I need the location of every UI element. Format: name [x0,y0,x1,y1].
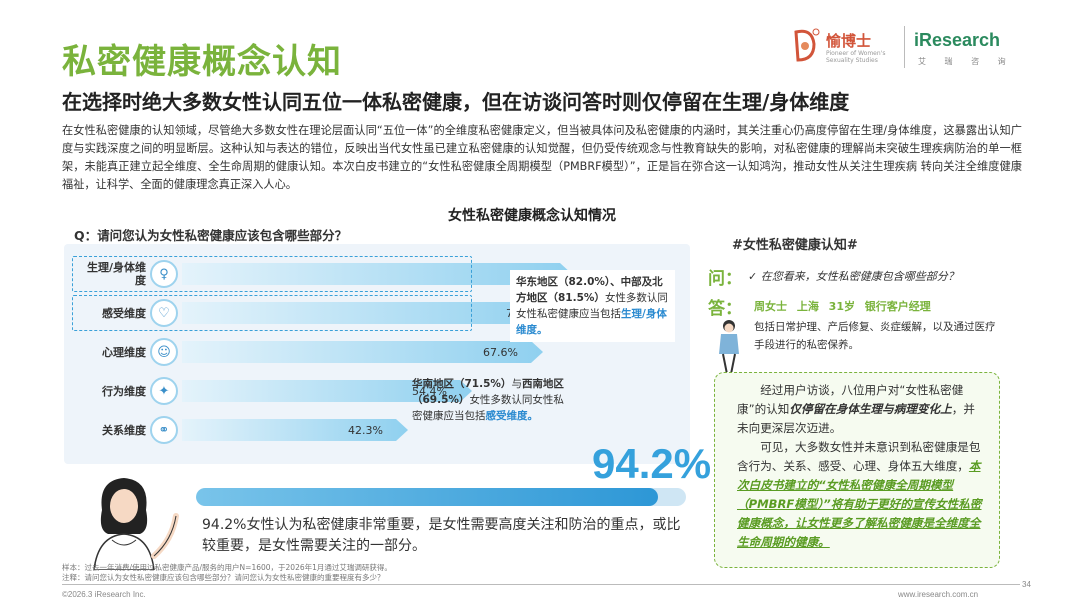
bar [182,380,472,402]
page-number: 34 [1022,580,1031,589]
person-icon: ✦ [150,377,178,405]
copyright: ©2026.3 iResearch Inc. [62,590,146,599]
yuboshi-logo-tagline: Pioneer of Women's Sexuality Studies [826,50,886,64]
survey-question: Q：请问您认为女性私密健康应该包含哪些部分？ [74,228,348,243]
conclusion-box: 经过用户访谈，八位用户对“女性私密健康”的认知仅停留在身体生理与病理变化上，并未… [714,372,1000,568]
footnote-sample: 样本：过去一年消费/使用过私密健康产品/服务的用户N=1600，于2026年1月… [62,563,392,572]
brand-logos: 愉博士 Pioneer of Women's Sexuality Studies… [792,20,1052,76]
conclusion-p1-text: 经过用户访谈，八位用户对“女性私密健康”的认知 [737,383,964,416]
chart-title: 女性私密健康概念认知情况 [448,208,616,224]
annotation-south-region-2: 西南地区（69.5%） [412,378,564,406]
interview-tag: #女性私密健康认知# [732,238,858,253]
bar-category-label: 生理/身体维度 [86,261,146,287]
annotation-east-north-regions: 华东地区（82.0%）、中部及北方地区（81.5%） [516,276,663,304]
bar-value-label: 67.6% [483,345,518,359]
footnote: 样本：过去一年消费/使用过私密健康产品/服务的用户N=1600，于2026年1月… [62,563,392,583]
importance-percent: 94.2% [592,440,712,487]
woman-illustration-icon [93,478,179,570]
logo-divider [904,26,905,68]
bar-value-label: 42.3% [348,423,383,437]
answer-mark-label: 答： [708,299,742,319]
annotation-south-highlight: 感受维度。 [485,410,539,422]
bar [182,419,408,441]
annotation-east-north: 华东地区（82.0%）、中部及北方地区（81.5%）女性多数认同女性私密健康应当… [510,270,675,342]
conclusion-p2-emphasis: 本次白皮书建立的“女性私密健康全周期模型（PMBRF模型）”将有助于更好的宣传女… [737,459,982,549]
conclusion-paragraph-1: 经过用户访谈，八位用户对“女性私密健康”的认知仅停留在身体生理与病理变化上，并未… [737,381,985,438]
bar-category-label: 关系维度 [102,423,146,437]
annotation-south: 华南地区（71.5%）与西南地区（69.5%）女性多数认同女性私密健康应当包括感… [406,372,571,428]
intro-paragraph: 在女性私密健康的认知领域，尽管绝大多数女性在理论层面认同“五位一体”的全维度私密… [62,124,1022,191]
couple-icon: ⚭ [150,416,178,444]
annotation-east-north-highlight: 生理/身体维度。 [516,308,667,336]
bar-row: 心理维度 ☺ 67.6% [74,337,514,367]
website-link: www.iresearch.com.cn [898,590,979,599]
bar-category-label: 感受维度 [102,306,146,320]
annotation-south-text: 女性多数认同女性私密健康应当包括 [412,394,564,422]
bar [182,341,543,363]
question-mark-label: 问： [708,269,742,289]
page-subtitle: 在选择时绝大多数女性认同五位一体私密健康，但在访谈问答时则仅停留在生理/身体维度 [62,90,850,114]
interview-answer: 包括日常护理、产后修复、炎症缓解，以及通过医疗手段进行的私密保养。 [754,321,996,351]
importance-summary: 94.2%女性认为私密健康非常重要，是女性需要高度关注和防治的重点，或比较重要，… [202,517,681,554]
bar [182,263,572,285]
importance-progress-bar [196,488,686,506]
footer-divider [62,584,1020,585]
annotation-south-region-1: 华南地区（71.5%） [412,378,512,390]
interview-question: ✓ 在您看来，女性私密健康包含哪些部分？ [748,270,959,283]
interviewee-illustration-icon [719,320,739,374]
importance-progress-fill [196,488,658,506]
interviewee-info: 周女士 上海 31岁 银行客户经理 [754,300,931,313]
footnote-note: 注释：请问您认为女性私密健康应该包含哪些部分？请问您认为女性私密健康的重要程度有… [62,573,385,582]
highlight-box [72,256,472,292]
conclusion-p1-end: ，并未向更深层次迈进。 [737,402,975,435]
conclusion-p2-text: 可见，大多数女性并未意识到私密健康是包含行为、关系、感受、心理、身体五大维度， [737,440,981,473]
heart-icon: ♡ [150,299,178,327]
annotation-east-north-text: 女性多数认同女性私密健康应当包括 [516,292,668,320]
highlight-box [72,295,472,331]
iresearch-logo-cn: 艾 瑞 咨 询 [918,57,1014,66]
bar-value-label: 54.4% [412,384,447,398]
annotation-south-connector: 与 [511,378,522,390]
yuboshi-logo-icon [794,28,820,62]
bar-row: 行为维度 ✦ 54.4% [74,376,514,406]
bar-row: 关系维度 ⚭ 42.3% [74,415,514,445]
conclusion-p1-emphasis: 仅停留在身体生理与病理变化上 [789,402,952,416]
iresearch-logo-text: iResearch [914,30,1001,50]
bar-category-label: 心理维度 [102,345,146,359]
uterus-icon: ♀ [150,260,178,288]
conclusion-paragraph-2: 可见，大多数女性并未意识到私密健康是包含行为、关系、感受、心理、身体五大维度，本… [737,438,985,552]
yuboshi-logo-text: 愉博士 [826,32,872,50]
bar-category-label: 行为维度 [102,384,146,398]
bar [182,302,566,324]
page-title: 私密健康概念认知 [62,42,342,82]
head-icon: ☺ [150,338,178,366]
